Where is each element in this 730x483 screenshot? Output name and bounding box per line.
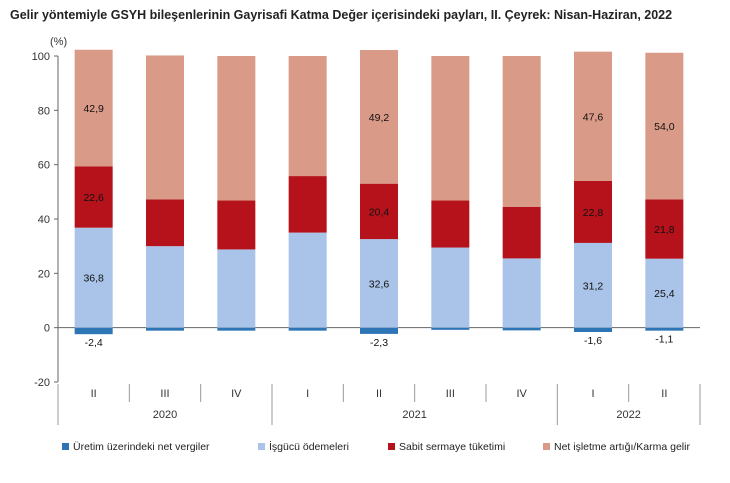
bar-segment-net-taxes <box>146 327 184 331</box>
bar-segment-net-taxes <box>502 327 541 331</box>
y-tick-label: 80 <box>38 105 50 117</box>
data-label: -2,3 <box>370 337 388 349</box>
bar-segment-labour-payments <box>645 258 684 328</box>
data-label: 21,8 <box>654 224 675 236</box>
bar-segment-labour-payments <box>502 258 541 328</box>
legend-swatch <box>62 443 69 450</box>
bar-segment-net-taxes <box>360 327 398 334</box>
bar-segment-capital-consumption <box>74 166 113 228</box>
y-axis-label: (%) <box>50 36 67 48</box>
bars <box>74 49 684 335</box>
bar-segment-net-taxes <box>288 327 327 331</box>
y-tick-label: 40 <box>38 214 50 226</box>
data-labels: -2,4 36,8 22,6 42,9 -2,3 32,6 20,4 49,2 -1,6 31,2… <box>83 103 674 349</box>
bar-segment-net-taxes <box>74 327 113 335</box>
legend-entry: Üretim üzerindeki net vergiler <box>73 441 210 453</box>
x-group-label: 2021 <box>402 409 426 421</box>
x-tick-label: IV <box>516 388 527 400</box>
legend-swatch <box>388 443 395 450</box>
data-label: 25,4 <box>654 288 675 300</box>
x-tick-label: III <box>160 388 169 400</box>
bar-segment-capital-consumption <box>217 200 256 250</box>
legend-swatch <box>543 443 550 450</box>
bar-segment-operating-surplus <box>217 56 256 201</box>
data-label: 36,8 <box>83 273 104 285</box>
data-label: -1,1 <box>655 334 673 346</box>
x-tick-label: II <box>376 388 382 400</box>
data-label: 31,2 <box>583 280 604 292</box>
bar-segment-operating-surplus <box>645 52 684 200</box>
bar-segment-operating-surplus <box>146 55 184 200</box>
data-label: 22,6 <box>83 192 104 204</box>
x-tick-label: I <box>306 388 309 400</box>
data-label: 32,6 <box>369 278 390 290</box>
y-tick-label: 100 <box>32 51 50 63</box>
x-tick-label: II <box>91 388 97 400</box>
bar-segment-capital-consumption <box>645 199 684 259</box>
legend-entry: Sabit sermaye tüketimi <box>399 441 505 453</box>
bar-segment-labour-payments <box>74 227 113 328</box>
data-label: 49,2 <box>369 112 390 124</box>
y-tick-label: 60 <box>38 160 50 172</box>
bar-segment-operating-surplus <box>431 56 470 201</box>
x-group-label: 2022 <box>616 409 640 421</box>
legend: Üretim üzerindeki net vergiler İşgücü öde… <box>62 440 690 453</box>
x-tick-label: I <box>591 388 594 400</box>
legend-swatch <box>258 443 265 450</box>
bar-segment-capital-consumption <box>146 199 184 247</box>
data-label: 54,0 <box>654 121 675 133</box>
bar-segment-labour-payments <box>431 247 470 328</box>
bar-segment-labour-payments <box>217 249 256 328</box>
data-label: -1,6 <box>584 335 602 347</box>
bar-segment-capital-consumption <box>431 200 470 248</box>
bar-segment-operating-surplus <box>574 51 612 181</box>
y-tick-label: -20 <box>34 377 50 389</box>
bar-segment-labour-payments <box>288 232 327 328</box>
bar-segment-capital-consumption <box>288 176 327 233</box>
data-label: -2,4 <box>85 337 103 349</box>
bar-segment-capital-consumption <box>360 183 398 240</box>
x-tick-label: IV <box>231 388 242 400</box>
bar-segment-capital-consumption <box>502 206 541 259</box>
bar-segment-net-taxes <box>431 327 470 330</box>
bar-segment-operating-surplus <box>360 50 398 184</box>
legend-entry: İşgücü ödemeleri <box>269 440 349 453</box>
bar-segment-net-taxes <box>645 327 684 331</box>
y-tick-label: 0 <box>44 323 50 335</box>
data-label: 22,8 <box>583 207 604 219</box>
bar-segment-labour-payments <box>574 242 612 328</box>
bar-segment-labour-payments <box>360 239 398 328</box>
x-tick-label: II <box>661 388 667 400</box>
bar-segment-operating-surplus <box>74 49 113 167</box>
bar-segment-net-taxes <box>217 327 256 331</box>
y-tick-label: 20 <box>38 268 50 280</box>
bar-segment-labour-payments <box>146 246 184 328</box>
bar-segment-operating-surplus <box>288 56 327 177</box>
x-group-label: 2020 <box>153 409 177 421</box>
data-label: 20,4 <box>369 206 390 218</box>
data-label: 42,9 <box>83 103 104 115</box>
data-label: 47,6 <box>583 111 604 123</box>
x-tick-label: III <box>446 388 455 400</box>
legend-entry: Net işletme artığı/Karma gelir <box>554 441 690 453</box>
bar-segment-operating-surplus <box>502 56 541 207</box>
bar-segment-net-taxes <box>574 327 612 333</box>
bar-segment-capital-consumption <box>574 180 612 243</box>
chart-title: Gelir yöntemiyle GSYH bileşenlerinin Gay… <box>10 8 673 22</box>
